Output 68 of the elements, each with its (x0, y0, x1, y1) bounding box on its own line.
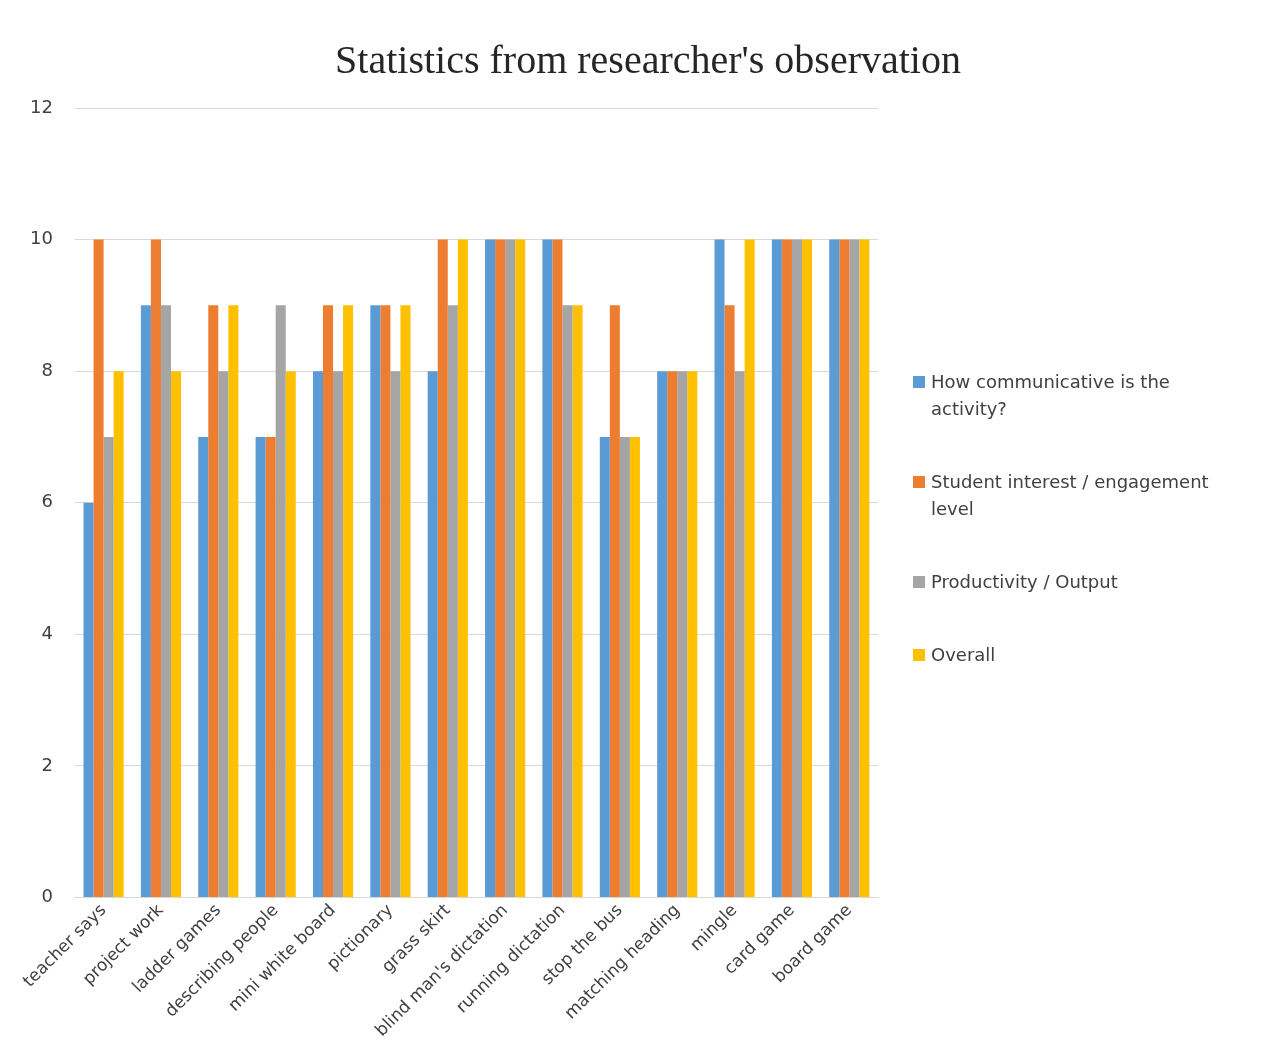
bar (515, 239, 526, 897)
bar (198, 436, 209, 897)
bar (457, 239, 468, 897)
bar (437, 239, 448, 897)
bar (542, 239, 553, 897)
bar (447, 305, 458, 897)
bar (687, 371, 698, 897)
bar (400, 305, 411, 897)
y-tick-label: 0 (41, 885, 53, 907)
chart-title: Statistics from researcher's observation (334, 36, 962, 83)
bar (839, 239, 850, 897)
bar (552, 239, 563, 897)
bar (390, 371, 401, 897)
bar (714, 239, 725, 897)
bar (572, 305, 583, 897)
bar (859, 239, 870, 897)
y-tick-label: 8 (41, 358, 53, 380)
bar (170, 371, 182, 897)
bar (724, 305, 735, 897)
bar (343, 305, 354, 897)
bar (609, 305, 620, 897)
bar (734, 371, 745, 897)
y-tick-label: 2 (41, 753, 53, 775)
bar (275, 305, 286, 897)
bar (829, 239, 840, 897)
bar (218, 371, 229, 897)
bar (801, 239, 813, 897)
bar (255, 436, 266, 897)
legend-label: Overall (931, 643, 996, 667)
bar (83, 502, 94, 897)
bar (93, 239, 104, 897)
bar (370, 305, 381, 897)
legend-label: Productivity / Output (931, 570, 1118, 594)
bar (265, 436, 276, 897)
bar (312, 371, 323, 897)
y-tick-label: 4 (41, 621, 53, 643)
bar (562, 305, 573, 897)
bar (495, 239, 506, 897)
y-tick-label: 12 (30, 95, 53, 117)
legend-label: How communicative is the activity? (931, 370, 1171, 421)
bar (323, 305, 334, 897)
bar (677, 371, 688, 897)
bar (103, 436, 114, 897)
y-tick-label: 6 (41, 490, 53, 512)
bar (150, 239, 161, 897)
bar (485, 239, 496, 897)
bar (629, 436, 640, 897)
bar (333, 371, 344, 897)
bar (113, 371, 124, 897)
bar (657, 371, 668, 897)
legend-label: Student interest / engagement level (931, 470, 1210, 521)
bar (160, 305, 171, 897)
bar (427, 371, 438, 897)
bar (781, 239, 792, 897)
y-tick-label: 10 (30, 227, 53, 249)
bar (849, 239, 860, 897)
bar (380, 305, 391, 897)
bar (771, 239, 782, 897)
bar (599, 436, 610, 897)
bar (667, 371, 678, 897)
bar (228, 305, 239, 897)
bar (285, 371, 296, 897)
bar (140, 305, 151, 897)
bar (208, 305, 219, 897)
bar (619, 436, 630, 897)
bar (791, 239, 802, 897)
bar (505, 239, 516, 897)
bar (744, 239, 755, 897)
